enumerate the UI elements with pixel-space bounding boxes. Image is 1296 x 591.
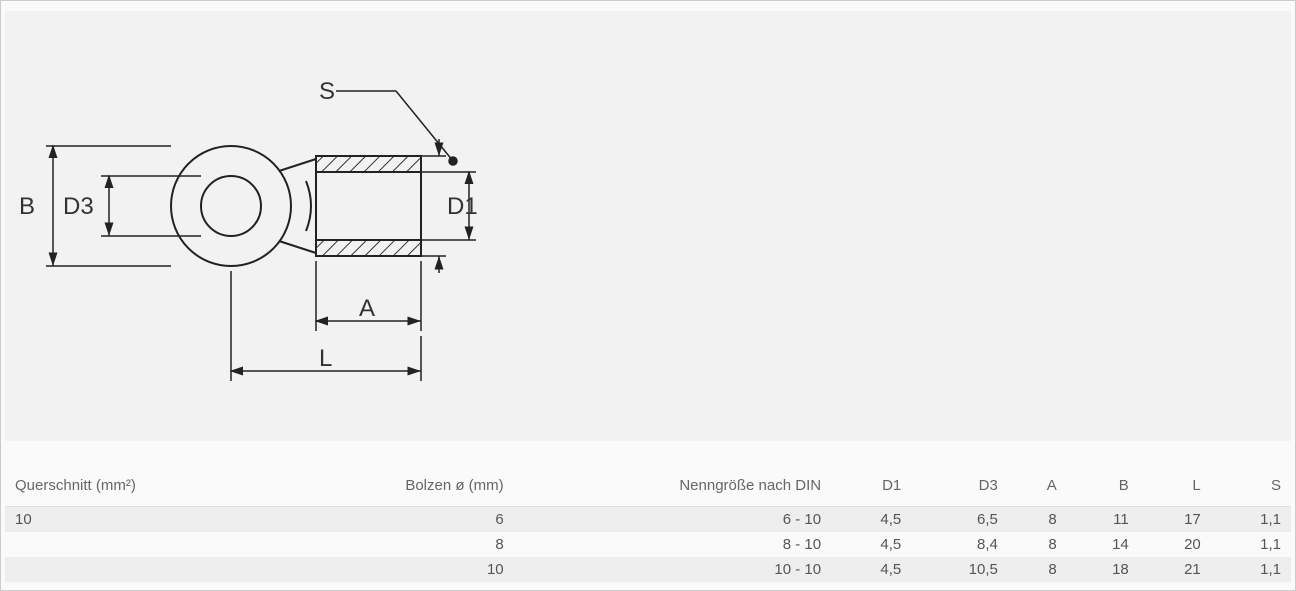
col-d3: D3 [911,471,1008,507]
table-row: 8 8 - 10 4,5 8,4 8 14 20 1,1 [5,532,1291,557]
spec-table-container: Querschnitt (mm²) Bolzen ø (mm) Nenngröß… [5,471,1291,582]
col-l: L [1139,471,1211,507]
col-d1: D1 [831,471,911,507]
dim-label-B: B [19,193,35,220]
dim-label-D3: D3 [63,193,94,220]
table-header-row: Querschnitt (mm²) Bolzen ø (mm) Nenngröß… [5,471,1291,507]
dim-label-D1: D1 [447,193,478,220]
col-s: S [1211,471,1291,507]
col-querschnitt: Querschnitt (mm²) [5,471,281,507]
col-a: A [1008,471,1067,507]
dim-label-A: A [359,295,375,322]
dim-label-L: L [319,345,332,372]
col-bolzen: Bolzen ø (mm) [281,471,513,507]
table-row: 10 6 6 - 10 4,5 6,5 8 11 17 1,1 [5,507,1291,533]
col-nenngroesse: Nenngröße nach DIN [514,471,831,507]
technical-diagram: S D1 B D3 [1,11,521,441]
table-row: 10 10 - 10 4,5 10,5 8 18 21 1,1 [5,557,1291,582]
spec-table: Querschnitt (mm²) Bolzen ø (mm) Nenngröß… [5,471,1291,582]
dim-label-S: S [319,78,335,105]
col-b: B [1067,471,1139,507]
table-body: 10 6 6 - 10 4,5 6,5 8 11 17 1,1 8 8 - 10… [5,507,1291,583]
